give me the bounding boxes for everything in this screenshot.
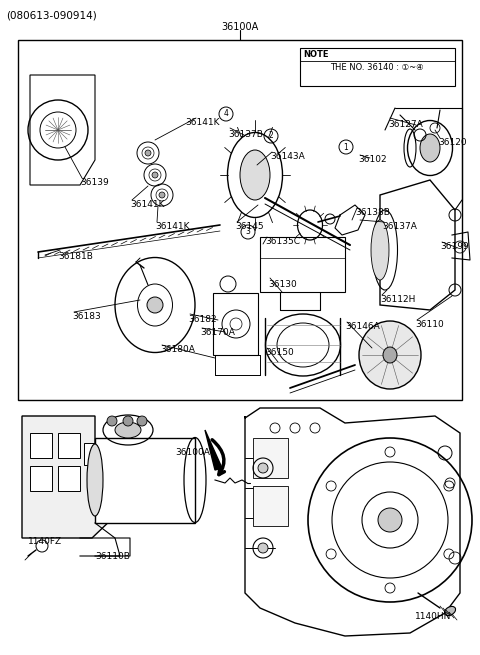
Ellipse shape	[383, 347, 397, 363]
Bar	[253, 438, 288, 478]
Bar	[213, 293, 258, 355]
Bar	[253, 486, 288, 526]
Text: 36170A: 36170A	[200, 328, 235, 337]
Text: 36199: 36199	[440, 242, 469, 251]
Polygon shape	[245, 408, 460, 636]
Circle shape	[123, 416, 133, 426]
Bar	[95, 438, 195, 523]
Text: 36141K: 36141K	[130, 200, 165, 209]
Ellipse shape	[359, 321, 421, 389]
Text: 36127A: 36127A	[388, 120, 423, 129]
Text: 36137B: 36137B	[228, 130, 263, 139]
Ellipse shape	[371, 220, 389, 280]
Bar	[58, 433, 80, 458]
Ellipse shape	[115, 422, 141, 438]
Text: 2: 2	[269, 132, 274, 141]
Polygon shape	[380, 180, 455, 310]
Text: 36182: 36182	[188, 315, 216, 324]
Text: (080613-090914): (080613-090914)	[6, 10, 97, 20]
Text: 36180A: 36180A	[160, 345, 195, 354]
Text: 36110B: 36110B	[95, 552, 130, 561]
Text: 36139: 36139	[80, 178, 109, 187]
Text: 36100A: 36100A	[175, 448, 210, 457]
Text: 36100A: 36100A	[221, 22, 259, 32]
Text: THE NO. 36140 : ①~④: THE NO. 36140 : ①~④	[330, 63, 424, 72]
Text: 36112H: 36112H	[380, 295, 415, 304]
Text: 36141K: 36141K	[185, 118, 219, 127]
Text: 36145: 36145	[235, 222, 264, 231]
Ellipse shape	[240, 150, 270, 200]
Text: 36102: 36102	[358, 155, 386, 164]
Circle shape	[147, 297, 163, 313]
Text: 4: 4	[224, 109, 228, 119]
Bar	[260, 237, 345, 292]
Text: 36138B: 36138B	[355, 208, 390, 217]
Text: 1140HN: 1140HN	[415, 612, 451, 621]
Polygon shape	[205, 430, 222, 470]
Text: 36137A: 36137A	[382, 222, 417, 231]
Text: 1: 1	[344, 143, 348, 151]
Ellipse shape	[87, 444, 103, 516]
Ellipse shape	[420, 134, 440, 162]
Circle shape	[258, 463, 268, 473]
Ellipse shape	[444, 607, 456, 616]
Circle shape	[159, 192, 165, 198]
Text: 3: 3	[246, 227, 251, 236]
Text: 36181B: 36181B	[58, 252, 93, 261]
Circle shape	[152, 172, 158, 178]
Text: 36130: 36130	[268, 280, 297, 289]
Bar	[30, 466, 52, 491]
Text: NOTE: NOTE	[303, 50, 328, 59]
Text: 36150: 36150	[265, 348, 294, 357]
Bar	[58, 466, 80, 491]
Polygon shape	[22, 416, 115, 538]
Bar	[300, 48, 455, 86]
Bar	[84, 443, 102, 465]
Text: 36120: 36120	[438, 138, 467, 147]
Circle shape	[378, 508, 402, 532]
Text: 36143A: 36143A	[270, 152, 305, 161]
Circle shape	[107, 416, 117, 426]
Text: 1140FZ: 1140FZ	[28, 537, 62, 546]
Text: 36146A: 36146A	[345, 322, 380, 331]
Bar	[30, 433, 52, 458]
Bar	[18, 40, 462, 400]
Text: 36135C: 36135C	[265, 237, 300, 246]
Text: 36110: 36110	[415, 320, 444, 329]
Text: 36141K: 36141K	[155, 222, 190, 231]
Circle shape	[137, 416, 147, 426]
Circle shape	[145, 150, 151, 156]
Circle shape	[258, 543, 268, 553]
Text: 36183: 36183	[72, 312, 101, 321]
